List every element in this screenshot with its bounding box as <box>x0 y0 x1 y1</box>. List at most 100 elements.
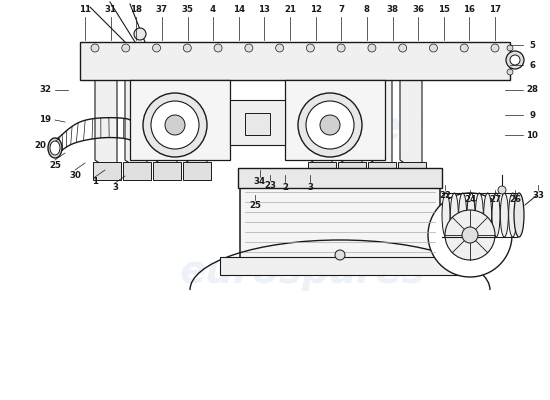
Circle shape <box>335 250 345 260</box>
Text: 16: 16 <box>463 6 475 14</box>
Circle shape <box>462 227 478 243</box>
Circle shape <box>134 28 146 40</box>
Text: 38: 38 <box>387 6 399 14</box>
Circle shape <box>506 51 524 69</box>
Circle shape <box>320 115 340 135</box>
Circle shape <box>245 44 253 52</box>
Text: 4: 4 <box>210 6 216 14</box>
Circle shape <box>428 193 512 277</box>
Polygon shape <box>185 80 207 175</box>
Text: 22: 22 <box>439 190 451 200</box>
Text: 36: 36 <box>412 6 424 14</box>
Text: 25: 25 <box>249 200 261 210</box>
Text: 10: 10 <box>526 130 538 140</box>
Circle shape <box>306 44 315 52</box>
Ellipse shape <box>50 141 60 155</box>
Polygon shape <box>95 80 117 175</box>
Ellipse shape <box>467 193 475 237</box>
Circle shape <box>445 210 495 260</box>
Bar <box>308 162 336 180</box>
Circle shape <box>510 55 520 65</box>
Bar <box>398 162 426 180</box>
Ellipse shape <box>442 193 450 237</box>
Text: 11: 11 <box>79 6 91 14</box>
Bar <box>245 113 270 135</box>
Text: 30: 30 <box>69 170 81 180</box>
Bar <box>220 257 465 275</box>
Circle shape <box>368 44 376 52</box>
Bar <box>130 80 230 160</box>
Circle shape <box>151 101 199 149</box>
Text: 33: 33 <box>532 190 544 200</box>
Circle shape <box>399 44 406 52</box>
Ellipse shape <box>500 193 508 237</box>
Text: 6: 6 <box>529 60 535 70</box>
Bar <box>123 162 151 180</box>
Circle shape <box>507 69 513 75</box>
Circle shape <box>337 44 345 52</box>
Circle shape <box>91 44 99 52</box>
Ellipse shape <box>475 193 483 237</box>
Text: 9: 9 <box>529 110 535 120</box>
Text: 25: 25 <box>49 160 61 170</box>
Text: 2: 2 <box>282 182 288 192</box>
Text: eurospares: eurospares <box>180 253 425 291</box>
Bar <box>285 80 385 160</box>
Bar <box>153 162 181 180</box>
Text: 12: 12 <box>310 6 322 14</box>
Text: 34: 34 <box>254 178 266 186</box>
Text: 21: 21 <box>284 6 296 14</box>
Text: 3: 3 <box>307 182 313 192</box>
Circle shape <box>276 44 284 52</box>
Bar <box>183 162 211 180</box>
Text: 24: 24 <box>464 196 476 204</box>
Ellipse shape <box>509 193 516 237</box>
Text: 19: 19 <box>39 116 51 124</box>
Circle shape <box>460 44 468 52</box>
Text: 20: 20 <box>34 140 46 150</box>
Circle shape <box>430 44 437 52</box>
Polygon shape <box>155 80 177 175</box>
Bar <box>338 162 366 180</box>
Circle shape <box>183 44 191 52</box>
Text: 27: 27 <box>489 196 501 204</box>
Polygon shape <box>370 80 392 175</box>
Circle shape <box>152 44 161 52</box>
Text: 8: 8 <box>364 6 370 14</box>
Text: 13: 13 <box>258 6 271 14</box>
Ellipse shape <box>492 193 500 237</box>
Text: 35: 35 <box>182 6 194 14</box>
Text: 37: 37 <box>156 6 168 14</box>
Polygon shape <box>340 80 362 175</box>
Ellipse shape <box>48 138 62 158</box>
Text: 14: 14 <box>233 6 245 14</box>
Circle shape <box>214 44 222 52</box>
Text: 5: 5 <box>529 40 535 50</box>
Text: 26: 26 <box>509 196 521 204</box>
Bar <box>93 162 121 180</box>
Bar <box>230 100 285 145</box>
Text: 31: 31 <box>104 6 117 14</box>
Circle shape <box>507 45 513 51</box>
Ellipse shape <box>514 193 524 237</box>
Text: 23: 23 <box>264 180 276 190</box>
Circle shape <box>143 93 207 157</box>
Text: 28: 28 <box>526 86 538 94</box>
Text: 17: 17 <box>489 6 501 14</box>
Ellipse shape <box>459 193 466 237</box>
Circle shape <box>298 93 362 157</box>
Text: 3: 3 <box>112 184 118 192</box>
Circle shape <box>306 101 354 149</box>
Polygon shape <box>310 80 332 175</box>
Circle shape <box>498 186 506 194</box>
Ellipse shape <box>483 193 492 237</box>
Ellipse shape <box>450 193 458 237</box>
Bar <box>80 42 510 80</box>
Circle shape <box>165 115 185 135</box>
Bar <box>368 162 396 180</box>
Circle shape <box>122 44 130 52</box>
Text: 1: 1 <box>92 178 98 186</box>
Bar <box>240 170 440 260</box>
Text: 7: 7 <box>338 6 344 14</box>
Text: 32: 32 <box>39 86 51 94</box>
